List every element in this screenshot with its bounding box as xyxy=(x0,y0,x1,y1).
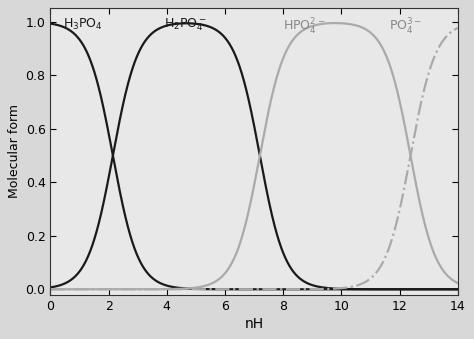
Text: PO$_4^{3-}$: PO$_4^{3-}$ xyxy=(389,17,422,37)
Text: H$_2$PO$_4^-$: H$_2$PO$_4^-$ xyxy=(164,17,208,34)
Text: H$_3$PO$_4$: H$_3$PO$_4$ xyxy=(63,17,102,32)
Y-axis label: Molecular form: Molecular form xyxy=(9,104,21,199)
Text: HPO$_4^{2-}$: HPO$_4^{2-}$ xyxy=(283,17,325,37)
X-axis label: nH: nH xyxy=(245,317,264,331)
